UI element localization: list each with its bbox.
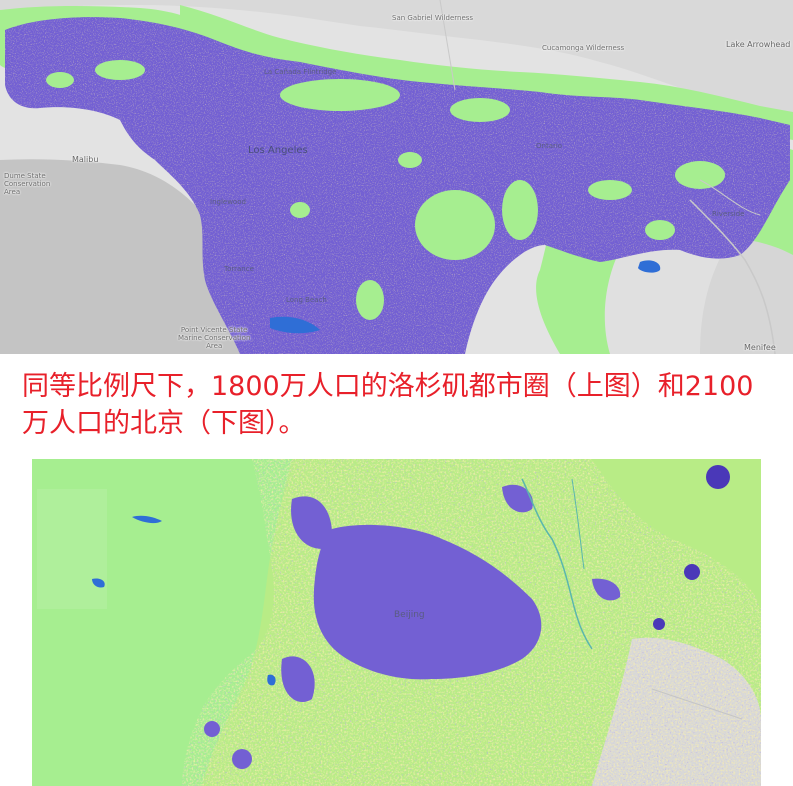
label-malibu: Malibu (72, 155, 99, 164)
label-lake-arrowhead: Lake Arrowhead (726, 40, 791, 49)
beijing-density-map: Beijing (32, 459, 761, 786)
label-ontario: Ontario (536, 142, 563, 150)
label-san-gabriel: San Gabriel Wilderness (392, 14, 474, 22)
label-cucamonga: Cucamonga Wilderness (542, 44, 625, 52)
los-angeles-density-map: San Gabriel Wilderness Cucamonga Wildern… (0, 0, 793, 354)
label-riverside: Riverside (712, 210, 745, 218)
label-point-vicente: Point Vicente State Marine Conservation … (178, 326, 251, 350)
label-beijing: Beijing (394, 610, 425, 620)
label-los-angeles: Los Angeles (248, 145, 308, 156)
label-long-beach: Long Beach (286, 296, 327, 304)
label-dume-conservation: Dume State Conservation Area (4, 172, 51, 196)
label-la-canada: La Cañada Flintridge (264, 68, 337, 76)
label-menifee: Menifee (744, 343, 776, 352)
label-inglewood: Inglewood (210, 198, 246, 206)
comparison-caption: 同等比例尺下，1800万人口的洛杉矶都市圈（上图）和2100万人口的北京（下图）… (22, 371, 754, 439)
los-angeles-map-graphic (0, 0, 793, 354)
beijing-map-graphic (32, 459, 761, 786)
label-torrance: Torrance (224, 265, 254, 273)
